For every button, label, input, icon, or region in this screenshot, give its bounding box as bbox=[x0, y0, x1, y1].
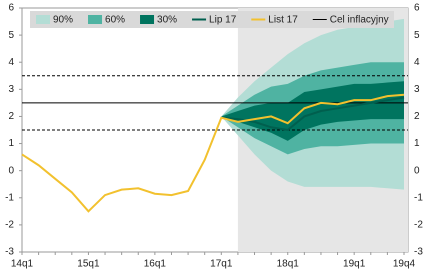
legend-label: 90% bbox=[53, 15, 73, 26]
x-tick-label: 19q1 bbox=[343, 259, 366, 270]
y-tick-label: 5 bbox=[8, 30, 14, 41]
y2-tick-label: 3 bbox=[414, 84, 420, 95]
legend-label: 60% bbox=[105, 15, 125, 26]
y-tick-label: 4 bbox=[8, 57, 14, 68]
y2-tick-label: 6 bbox=[414, 3, 420, 14]
y-tick-label: 0 bbox=[8, 165, 14, 176]
x-tick-label: 18q1 bbox=[277, 259, 300, 270]
y-tick-label: -1 bbox=[5, 192, 14, 203]
y2-tick-label: -2 bbox=[414, 220, 423, 231]
x-tick-label: 15q1 bbox=[77, 259, 100, 270]
y2-tick-label: 0 bbox=[414, 165, 420, 176]
legend-box bbox=[30, 11, 394, 28]
x-tick-label: 19q4 bbox=[393, 259, 416, 270]
x-tick-label: 17q1 bbox=[210, 259, 233, 270]
y-tick-label: 2 bbox=[8, 111, 14, 122]
series-line bbox=[21, 93, 405, 213]
y-tick-label: -3 bbox=[5, 247, 14, 258]
y-tick-label: 3 bbox=[8, 84, 14, 95]
y2-tick-label: 5 bbox=[414, 30, 420, 41]
legend-label: Cel inflacyjny bbox=[330, 15, 389, 26]
legend-label: Lip 17 bbox=[209, 15, 237, 26]
legend-swatch bbox=[36, 15, 50, 24]
legend-swatch bbox=[88, 15, 103, 24]
y2-tick-label: -1 bbox=[414, 192, 423, 203]
y-tick-label: 1 bbox=[8, 138, 14, 149]
x-tick-label: 16q1 bbox=[144, 259, 167, 270]
y2-tick-label: 1 bbox=[414, 138, 420, 149]
y-tick-label: 6 bbox=[8, 3, 14, 14]
legend-swatch bbox=[140, 15, 155, 24]
x-tick-label: 14q1 bbox=[11, 259, 34, 270]
y2-tick-label: 4 bbox=[414, 57, 420, 68]
y2-tick-label: -3 bbox=[414, 247, 423, 258]
legend-label: List 17 bbox=[268, 15, 298, 26]
series-line bbox=[221, 96, 405, 132]
y2-tick-label: 2 bbox=[414, 111, 420, 122]
y-tick-label: -2 bbox=[5, 220, 14, 231]
legend-label: 30% bbox=[157, 15, 177, 26]
